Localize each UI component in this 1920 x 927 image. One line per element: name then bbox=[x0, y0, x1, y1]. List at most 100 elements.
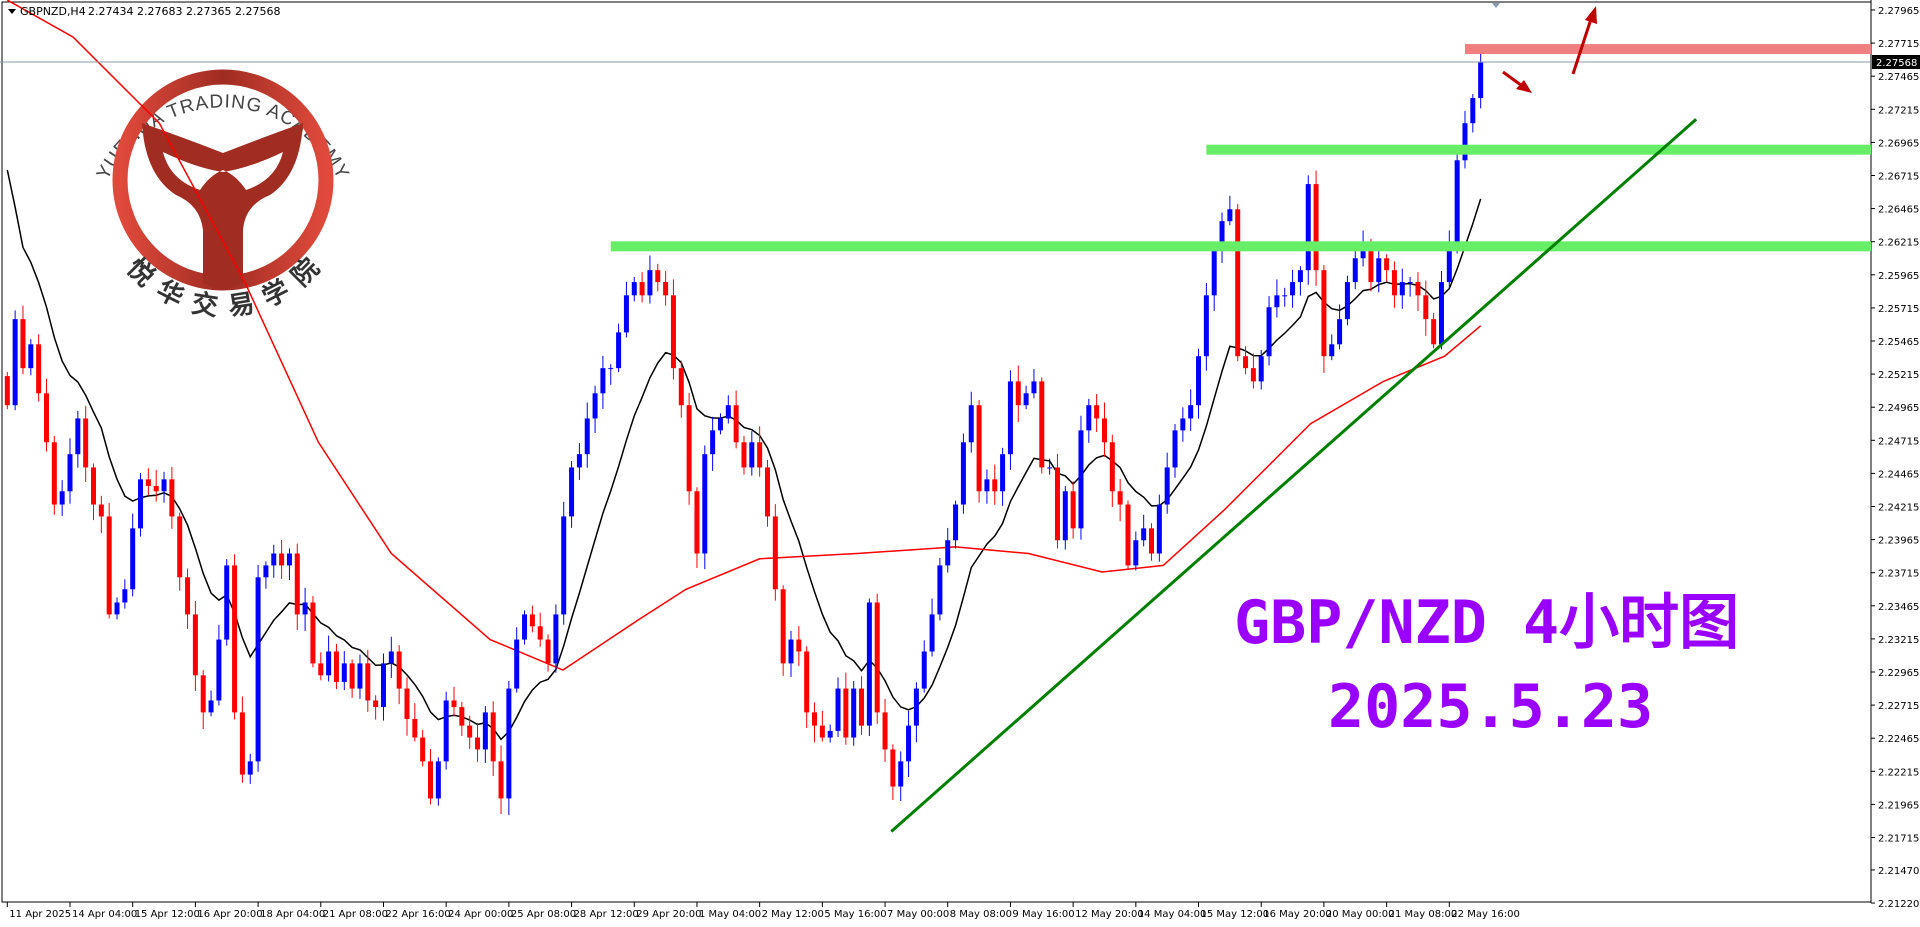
chart-annotation-title: GBP/NZD 4小时图 bbox=[1234, 588, 1739, 658]
candle bbox=[796, 626, 802, 667]
candle bbox=[443, 691, 449, 770]
candle-body bbox=[1470, 98, 1476, 124]
candle-body bbox=[373, 700, 379, 708]
candle bbox=[859, 676, 865, 735]
candle-body bbox=[921, 651, 927, 689]
y-tick-label: 2.24965 bbox=[1878, 403, 1919, 414]
candle-body bbox=[1415, 282, 1421, 296]
candle bbox=[1211, 242, 1217, 311]
candle bbox=[1164, 452, 1170, 514]
candle bbox=[373, 695, 379, 720]
candle bbox=[1015, 365, 1021, 422]
candle-body bbox=[1156, 504, 1162, 554]
candle bbox=[686, 392, 692, 505]
candle-body bbox=[388, 651, 394, 664]
candle bbox=[326, 635, 332, 682]
candle-body bbox=[145, 479, 151, 486]
candle bbox=[1297, 266, 1303, 296]
candle-body bbox=[122, 589, 128, 603]
candle bbox=[380, 653, 386, 721]
candle-body bbox=[490, 712, 496, 762]
candle-body bbox=[1313, 184, 1319, 271]
candle bbox=[1423, 280, 1429, 336]
candle bbox=[710, 416, 716, 471]
candle-body bbox=[1000, 454, 1006, 492]
candle-body bbox=[569, 467, 575, 517]
candle-body bbox=[1070, 491, 1076, 529]
candle bbox=[694, 487, 700, 569]
slow-moving-average-line bbox=[6, 0, 1482, 671]
x-tick-label: 15 May 12:00 bbox=[1201, 909, 1270, 920]
y-tick-label: 2.27215 bbox=[1878, 105, 1919, 116]
candle-body bbox=[992, 479, 998, 492]
candle bbox=[1203, 283, 1209, 371]
candle bbox=[279, 539, 285, 579]
candle-body bbox=[153, 485, 159, 492]
candle-body bbox=[1219, 221, 1225, 247]
candle bbox=[185, 568, 191, 629]
candle-body bbox=[1031, 381, 1037, 394]
candle-body bbox=[114, 602, 120, 615]
candle bbox=[1101, 402, 1107, 457]
candle-body bbox=[1086, 405, 1092, 431]
candle bbox=[1172, 424, 1178, 478]
candle-body bbox=[467, 725, 473, 738]
y-tick-label: 2.23965 bbox=[1878, 536, 1919, 547]
candle-body bbox=[1305, 184, 1311, 271]
x-tick-label: 7 May 00:00 bbox=[887, 909, 949, 920]
y-tick-label: 2.24715 bbox=[1878, 436, 1919, 447]
arrow-down-right-icon bbox=[1502, 70, 1532, 93]
x-tick-label: 2 May 12:00 bbox=[762, 909, 824, 920]
x-tick-label: 12 May 20:00 bbox=[1075, 909, 1144, 920]
candle bbox=[208, 690, 214, 717]
candle bbox=[1266, 296, 1272, 366]
candle-body bbox=[1431, 319, 1437, 345]
shift-marker-icon[interactable] bbox=[1492, 3, 1500, 8]
candle-body bbox=[1266, 307, 1272, 357]
y-tick-label: 2.25965 bbox=[1878, 271, 1919, 282]
candle-body bbox=[318, 663, 324, 676]
candle bbox=[898, 751, 904, 802]
dropdown-triangle-icon[interactable] bbox=[8, 9, 16, 14]
candle bbox=[647, 255, 653, 304]
candle bbox=[1305, 175, 1311, 285]
candle bbox=[976, 400, 982, 503]
candle bbox=[318, 652, 324, 681]
candle-body bbox=[592, 393, 598, 419]
x-tick-label: 18 Apr 04:00 bbox=[260, 909, 325, 920]
candle bbox=[960, 433, 966, 514]
candle-body bbox=[1352, 258, 1358, 283]
candle-body bbox=[1344, 282, 1350, 320]
candle bbox=[1117, 478, 1123, 522]
candle bbox=[36, 334, 42, 402]
candle bbox=[545, 634, 551, 672]
candle bbox=[83, 406, 89, 483]
x-tick-label: 15 Apr 12:00 bbox=[135, 909, 200, 920]
fast-moving-average-line bbox=[6, 169, 1482, 741]
candle-body bbox=[271, 553, 277, 566]
candle-body bbox=[529, 614, 535, 627]
candle bbox=[1094, 394, 1100, 432]
candle bbox=[929, 598, 935, 657]
candle-body bbox=[1047, 467, 1053, 469]
candle-body bbox=[1227, 209, 1233, 222]
candle bbox=[1454, 152, 1460, 254]
candle bbox=[890, 744, 896, 801]
candle-body bbox=[851, 688, 857, 738]
candle bbox=[1352, 247, 1358, 290]
candle-body bbox=[1478, 62, 1484, 99]
candle bbox=[1282, 287, 1288, 307]
candle bbox=[200, 670, 206, 730]
candle bbox=[232, 554, 238, 720]
y-tick-label: 2.21220 bbox=[1878, 899, 1919, 910]
candle bbox=[968, 391, 974, 453]
candle-body bbox=[427, 761, 433, 799]
candle bbox=[1258, 349, 1264, 390]
candle bbox=[224, 559, 230, 646]
candle bbox=[67, 438, 73, 504]
candle-body bbox=[859, 688, 865, 726]
y-tick-label: 2.22715 bbox=[1878, 701, 1919, 712]
candle-body bbox=[710, 430, 716, 455]
candle bbox=[717, 413, 723, 435]
